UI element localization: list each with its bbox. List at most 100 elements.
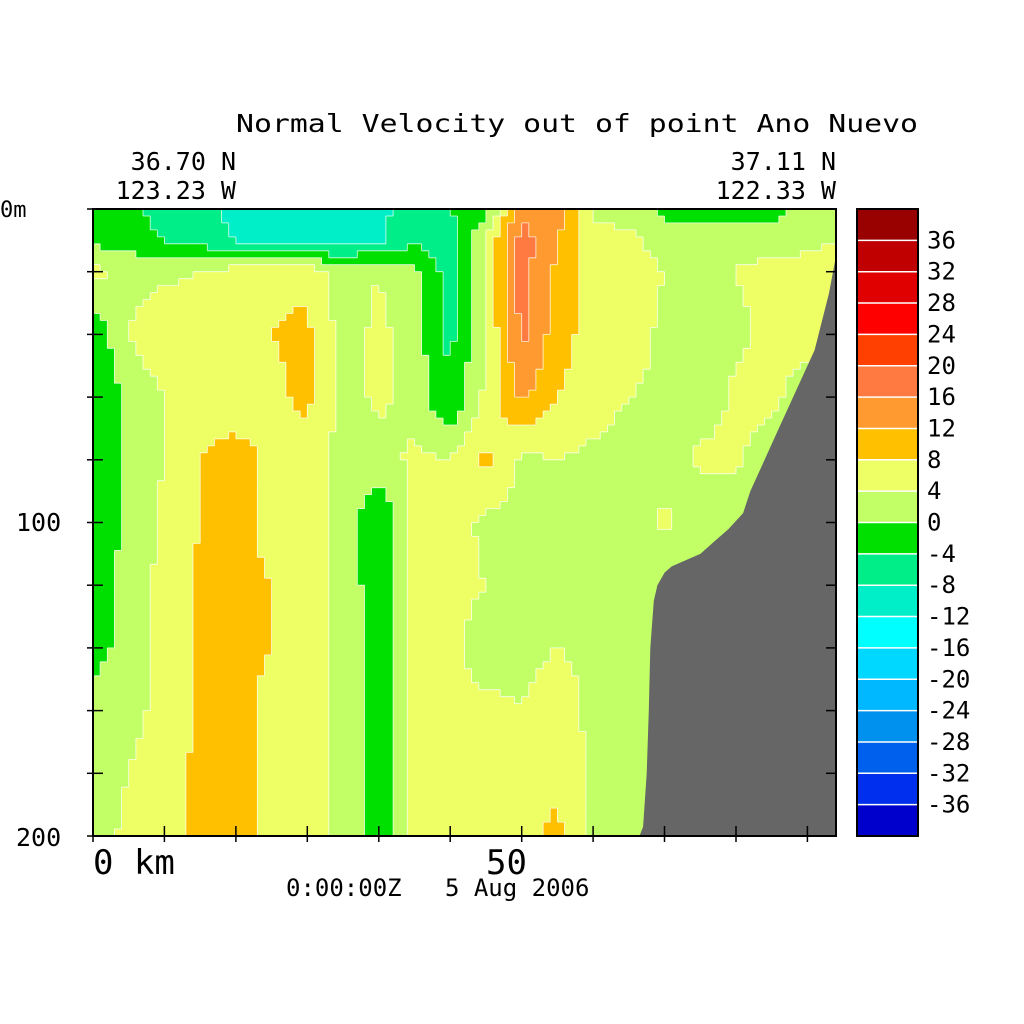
field-cell xyxy=(707,508,716,517)
field-cell xyxy=(443,369,451,377)
field-cell xyxy=(150,473,158,482)
field-cell xyxy=(128,285,137,294)
field-cell xyxy=(707,243,716,252)
field-cell xyxy=(114,355,123,363)
field-cell xyxy=(707,362,716,370)
field-cell xyxy=(757,209,766,217)
field-cell xyxy=(307,536,316,544)
field-cell xyxy=(200,445,208,454)
field-cell xyxy=(385,411,394,419)
field-cell xyxy=(514,229,523,238)
field-cell xyxy=(207,257,216,266)
field-cell xyxy=(307,327,316,335)
field-cell xyxy=(721,264,730,273)
field-cell xyxy=(264,501,273,510)
field-cell xyxy=(335,445,344,454)
field-cell xyxy=(264,452,273,461)
field-cell xyxy=(464,250,473,259)
field-cell xyxy=(571,459,580,468)
field-cell xyxy=(800,285,809,294)
field-cell xyxy=(628,404,637,412)
field-cell xyxy=(121,299,130,308)
field-cell xyxy=(650,236,658,245)
field-cell xyxy=(578,459,587,468)
field-cell xyxy=(693,369,701,377)
field-cell xyxy=(135,362,144,370)
field-cell xyxy=(293,222,301,231)
field-cell xyxy=(778,292,787,301)
field-cell xyxy=(721,515,730,524)
field-cell xyxy=(428,466,437,475)
field-cell xyxy=(571,313,580,322)
field-cell xyxy=(578,362,587,370)
field-cell xyxy=(107,508,116,517)
field-cell xyxy=(271,285,280,294)
field-cell xyxy=(357,411,366,419)
field-cell xyxy=(364,362,373,370)
field-cell xyxy=(700,390,708,398)
field-cell xyxy=(221,348,230,356)
field-cell xyxy=(521,299,530,308)
field-cell xyxy=(300,229,308,238)
field-cell xyxy=(650,243,658,252)
field-cell xyxy=(685,222,694,231)
field-cell xyxy=(243,466,251,475)
field-cell xyxy=(485,348,494,356)
field-cell xyxy=(364,411,373,419)
field-cell xyxy=(614,376,623,384)
field-cell xyxy=(450,466,458,475)
field-cell xyxy=(678,264,687,273)
field-cell xyxy=(428,285,437,294)
field-cell xyxy=(593,529,601,538)
field-cell xyxy=(757,355,766,363)
field-cell xyxy=(171,522,180,531)
field-cell xyxy=(828,250,837,259)
field-cell xyxy=(700,215,708,224)
field-cell xyxy=(450,383,458,391)
field-cell xyxy=(285,438,294,447)
field-cell xyxy=(564,348,573,356)
field-cell xyxy=(493,494,501,503)
field-cell xyxy=(457,397,466,405)
field-cell xyxy=(200,501,208,510)
field-cell xyxy=(450,327,458,335)
field-cell xyxy=(778,341,787,349)
field-cell xyxy=(428,431,437,440)
field-cell xyxy=(128,215,137,224)
field-cell xyxy=(235,418,244,426)
field-cell xyxy=(343,501,351,510)
field-cell xyxy=(707,236,716,245)
field-cell xyxy=(507,529,516,538)
field-cell xyxy=(93,313,101,322)
field-cell xyxy=(785,285,794,294)
field-cell xyxy=(307,390,316,398)
field-cell xyxy=(507,222,516,231)
field-cell xyxy=(435,390,444,398)
field-cell xyxy=(628,285,637,294)
field-cell xyxy=(514,362,523,370)
field-cell xyxy=(585,209,594,217)
field-cell xyxy=(235,341,244,349)
field-cell xyxy=(250,508,258,517)
field-cell xyxy=(814,264,823,273)
field-cell xyxy=(485,508,494,517)
field-cell xyxy=(507,257,516,266)
field-cell xyxy=(700,257,708,266)
field-cell xyxy=(371,250,380,259)
field-cell xyxy=(300,459,308,468)
field-cell xyxy=(285,229,294,238)
field-cell xyxy=(157,264,166,273)
field-cell xyxy=(264,209,273,217)
field-cell xyxy=(185,306,194,315)
field-cell xyxy=(514,411,523,419)
field-cell xyxy=(735,494,744,503)
field-cell xyxy=(657,418,666,426)
field-cell xyxy=(93,236,101,245)
field-cell xyxy=(250,418,258,426)
field-cell xyxy=(357,522,366,531)
field-cell xyxy=(128,257,137,266)
field-cell xyxy=(100,473,108,482)
field-cell xyxy=(643,494,651,503)
field-cell xyxy=(743,222,751,231)
field-cell xyxy=(557,501,566,510)
